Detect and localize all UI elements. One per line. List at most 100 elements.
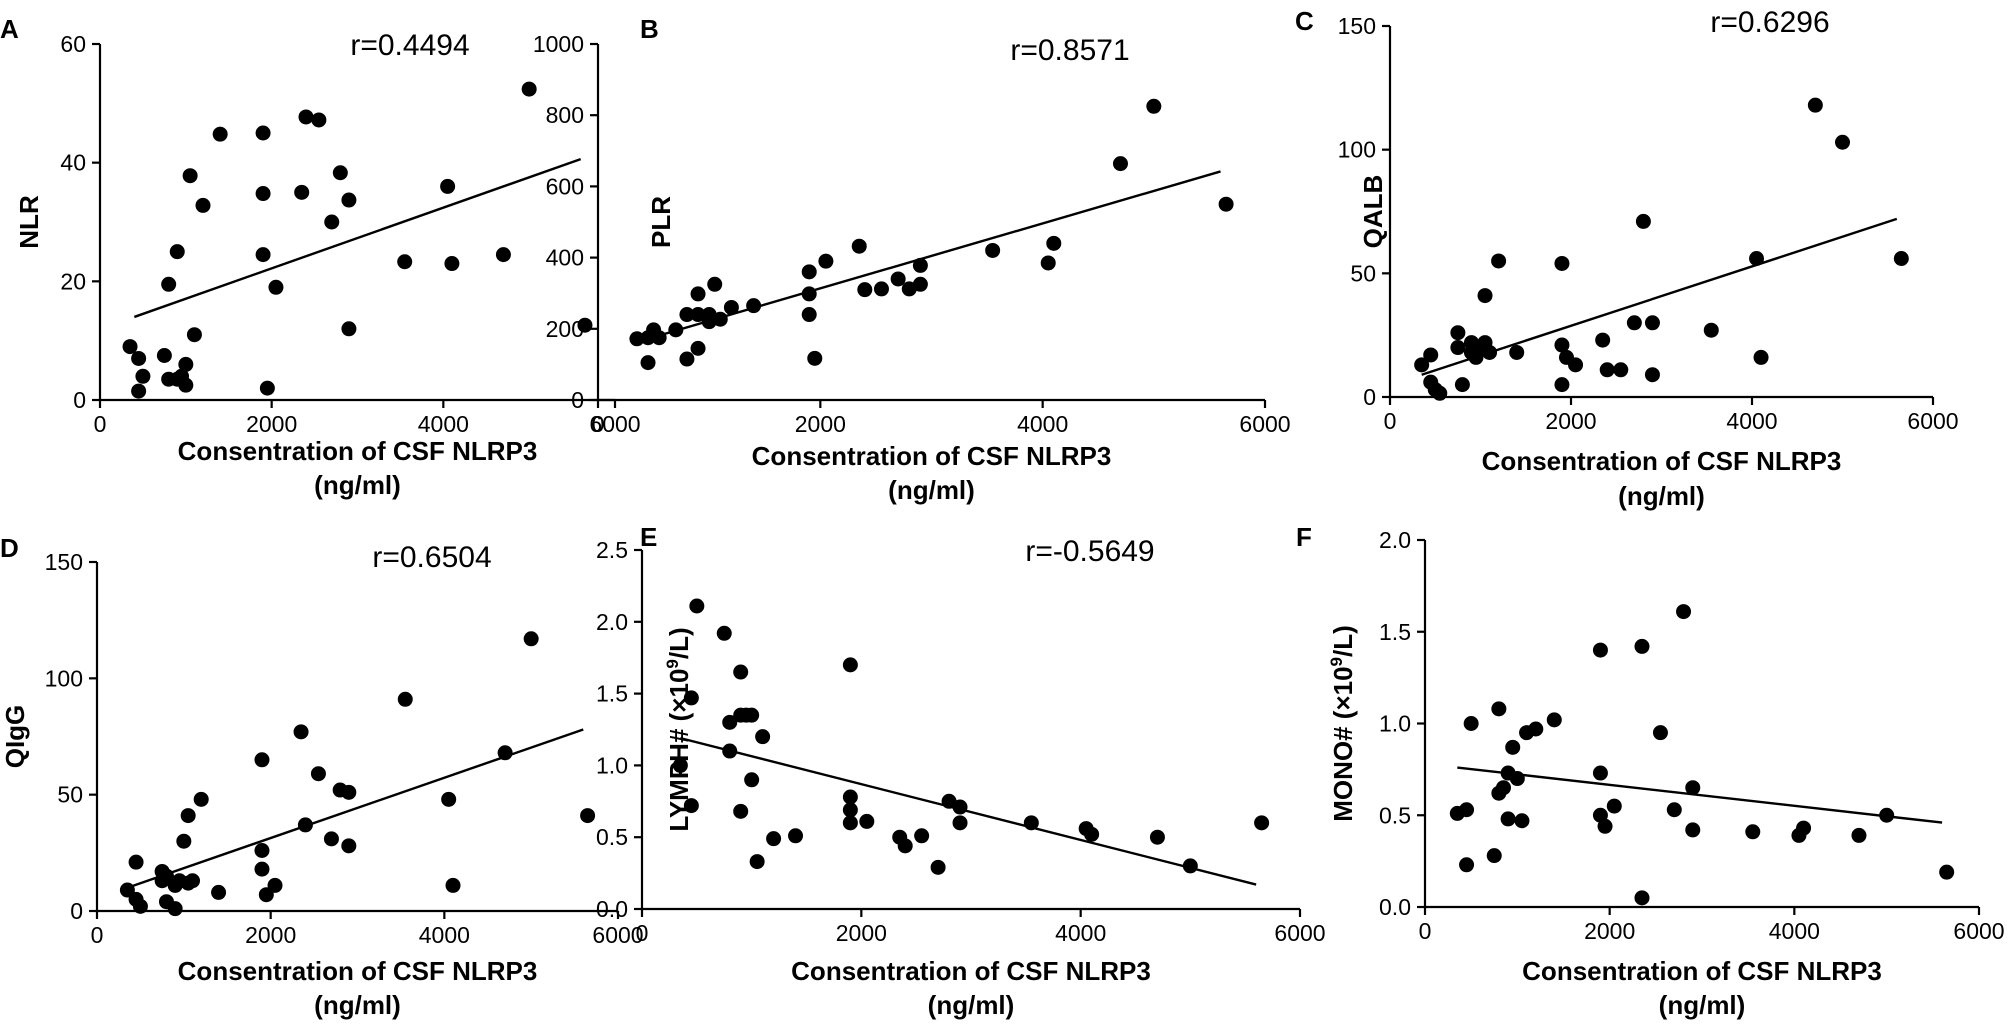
- data-point: [1749, 250, 1765, 266]
- data-point: [135, 368, 151, 384]
- data-point: [818, 253, 834, 269]
- data-point: [912, 276, 928, 292]
- correlation-label: r=-0.5649: [1025, 535, 1154, 568]
- data-point: [1652, 725, 1668, 741]
- x-axis-title: Consentration of CSF NLRP3: [1522, 956, 1882, 986]
- x-tick-label: 2000: [246, 411, 297, 437]
- data-point: [1554, 377, 1570, 393]
- data-point: [182, 168, 198, 184]
- data-point: [178, 377, 194, 393]
- y-tick-label: 150: [1338, 13, 1376, 39]
- y-tick-label: 20: [60, 268, 86, 294]
- data-point: [122, 339, 138, 355]
- data-point: [683, 690, 699, 706]
- x-tick-label: 2000: [1584, 918, 1635, 944]
- data-point: [842, 657, 858, 673]
- regression-line: [1421, 217, 1898, 376]
- correlation-label: r=0.6504: [372, 541, 491, 574]
- x-tick-label: 2000: [836, 920, 887, 946]
- data-point: [914, 828, 930, 844]
- data-point: [807, 350, 823, 366]
- data-point: [1753, 349, 1769, 365]
- data-point: [341, 838, 357, 854]
- data-point: [1450, 340, 1466, 356]
- x-axis-unit: (ng/ml): [888, 475, 975, 505]
- data-point: [1595, 332, 1611, 348]
- data-point: [930, 859, 946, 875]
- data-point: [723, 299, 739, 315]
- data-point: [801, 264, 817, 280]
- data-point: [1146, 98, 1162, 114]
- data-point: [1459, 857, 1475, 873]
- data-point: [1423, 347, 1439, 363]
- data-point: [716, 625, 732, 641]
- data-point: [842, 789, 858, 805]
- data-point: [1554, 255, 1570, 271]
- x-axis-title: Consentration of CSF NLRP3: [791, 956, 1151, 986]
- x-tick-label: 6000: [1239, 411, 1290, 437]
- data-point: [733, 664, 749, 680]
- y-tick-label: 800: [546, 102, 584, 128]
- y-axis-title: MONO# (×109/L): [1327, 625, 1358, 822]
- data-point: [766, 831, 782, 847]
- data-point: [801, 286, 817, 302]
- data-point: [1046, 235, 1062, 251]
- data-point: [1685, 780, 1701, 796]
- data-point: [707, 276, 723, 292]
- x-axis-unit: (ng/ml): [1659, 990, 1746, 1020]
- y-tick-label: 2.5: [596, 537, 628, 563]
- panel-b: B0 2000 4000 600002004006008001000Consentra…: [533, 14, 1291, 505]
- x-tick-label: 6000: [1907, 408, 1958, 434]
- data-point: [259, 380, 275, 396]
- data-point: [690, 340, 706, 356]
- data-point: [1112, 156, 1128, 172]
- y-tick-label: 100: [1338, 137, 1376, 163]
- correlation-label: r=0.6296: [1710, 6, 1829, 39]
- data-point: [1459, 802, 1475, 818]
- regression-line: [1457, 766, 1943, 824]
- data-point: [341, 321, 357, 337]
- y-tick-label: 1.0: [596, 752, 628, 778]
- data-point: [1676, 604, 1692, 620]
- data-point: [1879, 807, 1895, 823]
- data-point: [161, 276, 177, 292]
- data-point: [1835, 134, 1850, 150]
- x-tick-label: 0: [94, 411, 107, 437]
- data-point: [672, 757, 688, 773]
- y-tick-label: 1000: [533, 31, 584, 57]
- data-point: [332, 165, 348, 181]
- data-point: [1486, 848, 1502, 864]
- data-point: [1254, 815, 1270, 831]
- data-point: [341, 784, 357, 800]
- data-point: [1626, 315, 1642, 331]
- data-point: [1644, 367, 1660, 383]
- y-tick-label: 0.5: [1379, 802, 1411, 828]
- data-point: [629, 331, 645, 347]
- x-tick-label: 2000: [245, 922, 296, 948]
- x-tick-label: 2000: [795, 411, 846, 437]
- y-tick-label: 60: [60, 31, 86, 57]
- regression-line: [126, 728, 584, 889]
- data-point: [178, 356, 194, 372]
- y-tick-label: 0: [73, 387, 86, 413]
- panel-letter: D: [0, 533, 19, 563]
- data-point: [842, 815, 858, 831]
- y-tick-label: 200: [546, 316, 584, 342]
- x-tick-label: 2000: [1545, 408, 1596, 434]
- data-point: [128, 854, 144, 870]
- data-point: [1851, 827, 1867, 843]
- data-point: [851, 238, 867, 254]
- y-tick-label: 1.5: [596, 681, 628, 707]
- data-point: [1505, 739, 1521, 755]
- data-point: [1666, 802, 1682, 818]
- data-point: [890, 271, 906, 287]
- data-point: [311, 112, 327, 128]
- data-point: [1450, 325, 1466, 341]
- x-axis-title: Consentration of CSF NLRP3: [178, 956, 538, 986]
- x-tick-label: 6000: [592, 922, 643, 948]
- x-tick-label: 0: [592, 411, 605, 437]
- data-point: [712, 311, 728, 327]
- data-point: [176, 833, 192, 849]
- data-point: [1635, 213, 1651, 229]
